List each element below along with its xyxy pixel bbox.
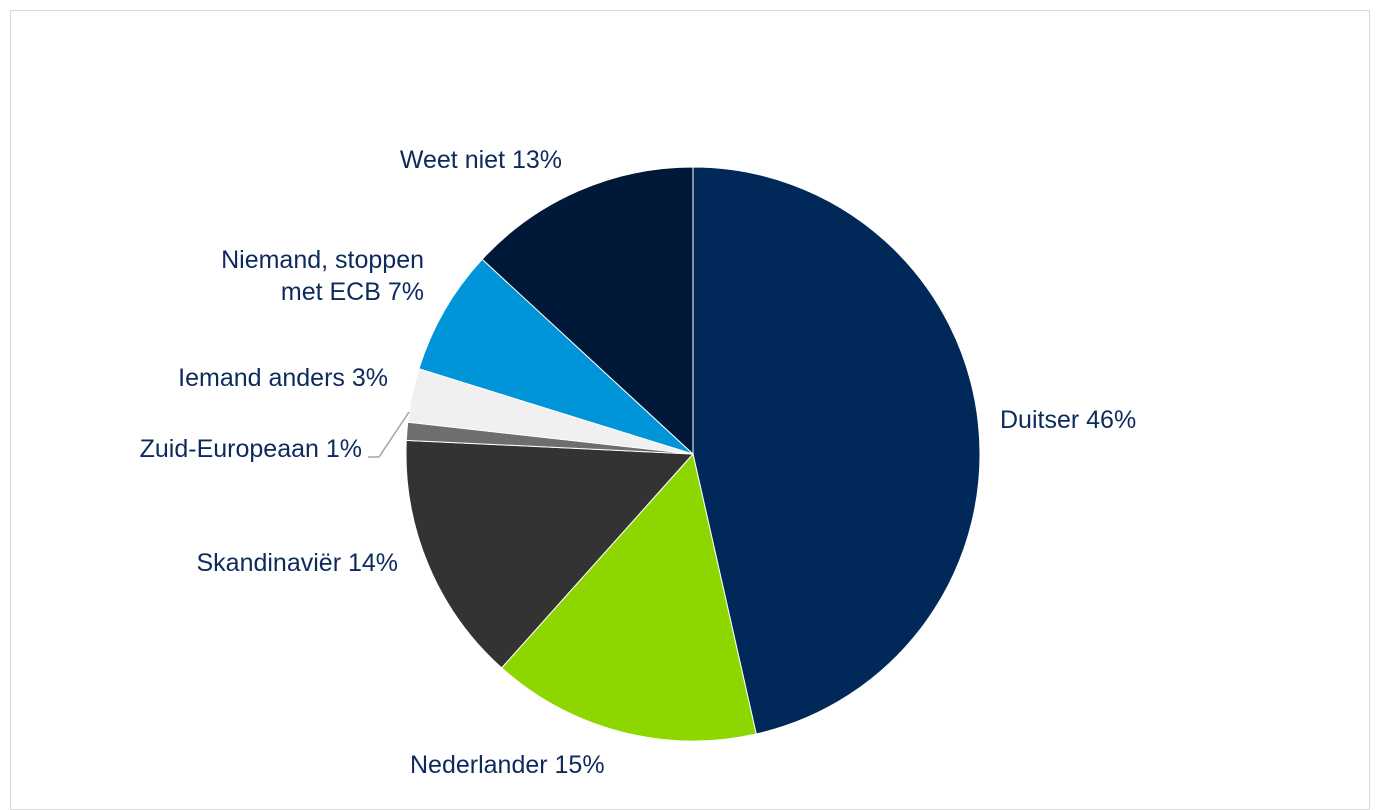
- pie-slice-niemand-stoppen-met-ecb: [418, 258, 694, 455]
- pie-slice-weet-niet: [481, 166, 694, 456]
- leader-line-zuid-europeaan: [368, 411, 410, 458]
- pie-slice-nederlander: [500, 452, 757, 742]
- label-zuid-europeaan: Zuid-Europeaan 1%: [139, 435, 362, 463]
- label-niemand-line-1: Niemand, stoppen: [221, 246, 424, 274]
- label-weet-niet: Weet niet 13%: [399, 146, 562, 174]
- label-niemand-stoppen: Niemand, stoppen met ECB 7%: [221, 244, 424, 308]
- label-iemand-anders: Iemand anders 3%: [178, 364, 388, 392]
- label-nederlander: Nederlander 15%: [410, 751, 605, 779]
- label-skandinavier: Skandinaviër 14%: [196, 549, 398, 577]
- label-duitser: Duitser 46%: [1000, 406, 1137, 434]
- label-niemand-line-2: met ECB 7%: [280, 278, 424, 306]
- pie-slice-duitser: [692, 166, 981, 735]
- pie-slice-skandinaviër: [405, 439, 695, 669]
